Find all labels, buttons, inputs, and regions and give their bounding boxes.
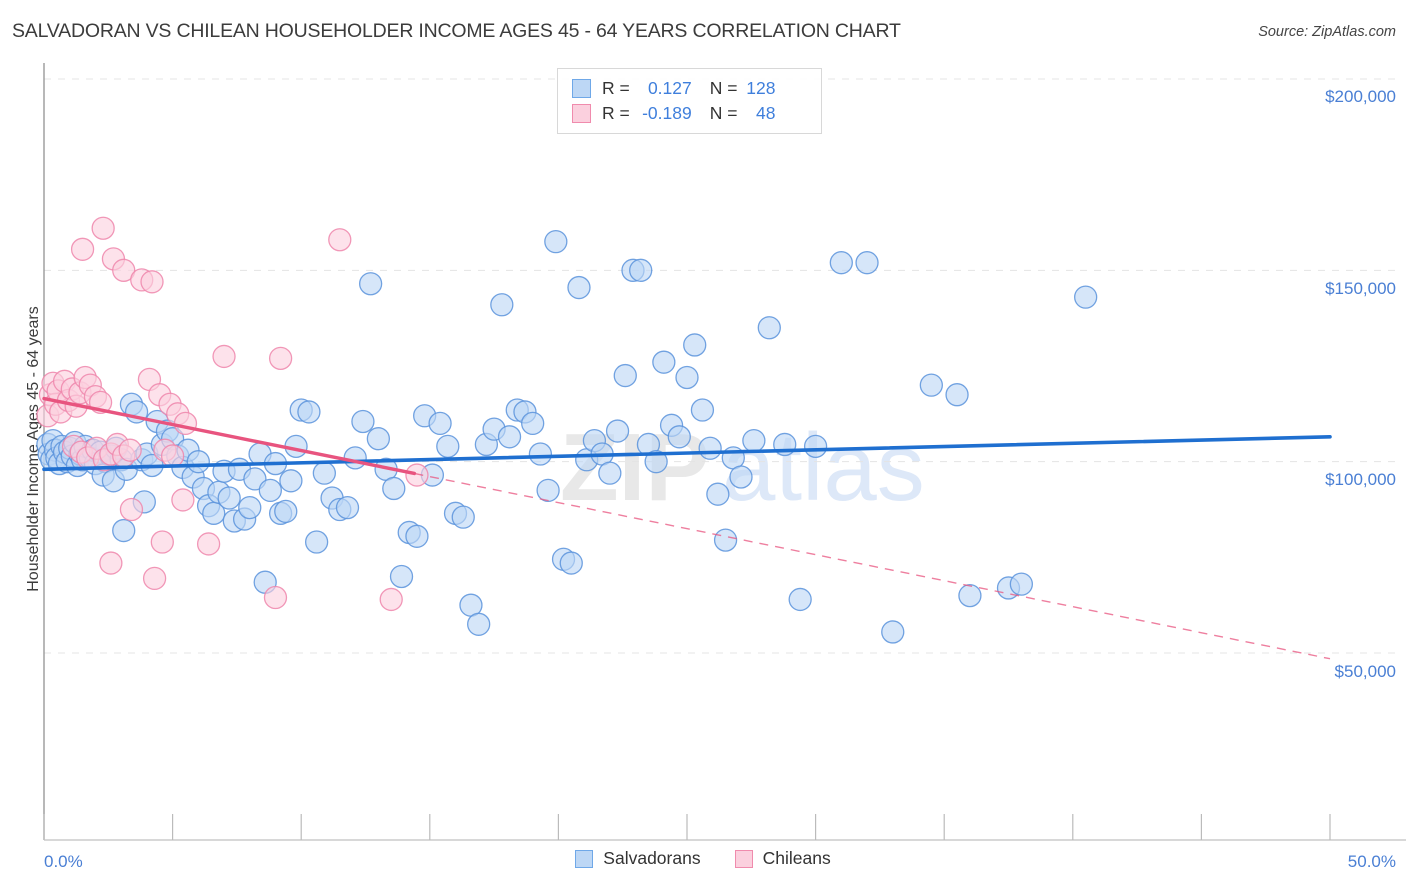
grid-lines bbox=[44, 78, 1396, 654]
trendline-salvadorans bbox=[42, 434, 1332, 472]
series-label-salvadorans: Salvadorans bbox=[603, 848, 701, 868]
legend-n-label-chileans: N = bbox=[709, 103, 738, 123]
series-points-salvadorans bbox=[36, 229, 1098, 644]
correlation-legend: R = 0.127 N = 128 R = -0.189 N = 48 bbox=[557, 68, 822, 134]
series-swatch-salvadorans bbox=[575, 849, 594, 868]
legend-r-label-salvadorans: R = bbox=[602, 78, 630, 98]
series-swatch-chileans bbox=[734, 849, 753, 868]
legend-r-label-chileans: R = bbox=[602, 103, 630, 123]
page-title: SALVADORAN VS CHILEAN HOUSEHOLDER INCOME… bbox=[12, 20, 901, 42]
legend-row-salvadorans: R = 0.127 N = 128 bbox=[572, 76, 809, 101]
y-tick-label-100k: $100,000 bbox=[1325, 470, 1396, 489]
y-tick-label-50k: $50,000 bbox=[1334, 662, 1396, 681]
x-tick-label-max: 50.0% bbox=[1347, 852, 1396, 871]
series-legend-item-salvadorans[interactable]: Salvadorans bbox=[575, 848, 701, 869]
legend-n-value-salvadorans: 128 bbox=[746, 78, 776, 98]
legend-r-value-salvadorans: 0.127 bbox=[647, 78, 692, 98]
legend-n-value-chileans: 48 bbox=[756, 103, 776, 123]
series-label-chileans: Chileans bbox=[762, 848, 831, 868]
legend-swatch-salvadorans bbox=[572, 79, 591, 98]
legend-row-chileans: R = -0.189 N = 48 bbox=[572, 101, 809, 126]
legend-r-value-chileans: -0.189 bbox=[642, 103, 692, 123]
trendline-chileans bbox=[42, 396, 1331, 660]
x-tick-label-min: 0.0% bbox=[44, 852, 83, 871]
series-legend: Salvadorans Chileans bbox=[0, 848, 1406, 869]
series-legend-item-chileans[interactable]: Chileans bbox=[734, 848, 831, 869]
legend-n-label-salvadorans: N = bbox=[709, 78, 738, 98]
source-attribution: Source: ZipAtlas.com bbox=[1258, 24, 1396, 40]
legend-swatch-chileans bbox=[572, 104, 591, 123]
y-tick-label-200k: $200,000 bbox=[1325, 87, 1396, 106]
y-tick-label-150k: $150,000 bbox=[1325, 279, 1396, 298]
